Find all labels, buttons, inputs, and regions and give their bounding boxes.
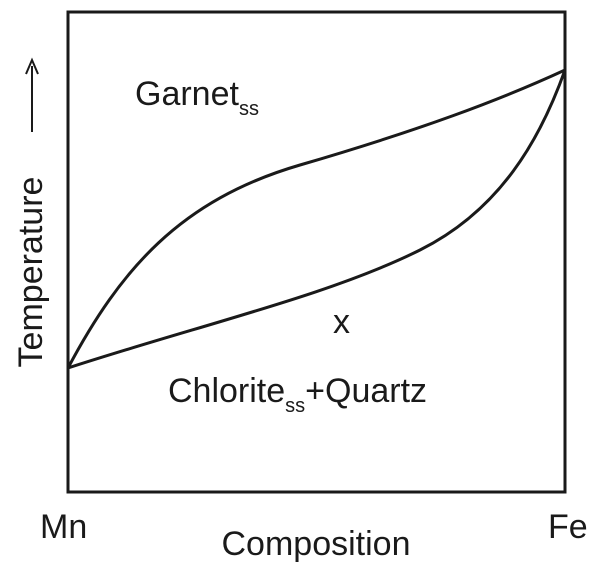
chlorite-label: Chloritess+Quartz: [168, 372, 427, 417]
y-axis-arrowhead: [25, 57, 39, 75]
chlorite-text: Chlorite: [168, 372, 285, 410]
plot-frame: [66, 10, 567, 494]
garnet-text: Garnet: [135, 75, 239, 113]
x-axis-label: Composition: [222, 525, 411, 563]
solidus-curve: [67, 69, 567, 370]
garnet-label: Garnetss: [135, 75, 259, 120]
point-label: x: [333, 303, 350, 341]
chlorite-subscript: ss: [285, 395, 305, 417]
quartz-text: +Quartz: [305, 372, 427, 410]
liquidus-curve: [66, 68, 566, 369]
y-axis-label: Temperature: [12, 177, 50, 368]
garnet-subscript: ss: [239, 98, 259, 120]
mn-label: Mn: [40, 508, 87, 546]
fe-label: Fe: [548, 508, 588, 546]
